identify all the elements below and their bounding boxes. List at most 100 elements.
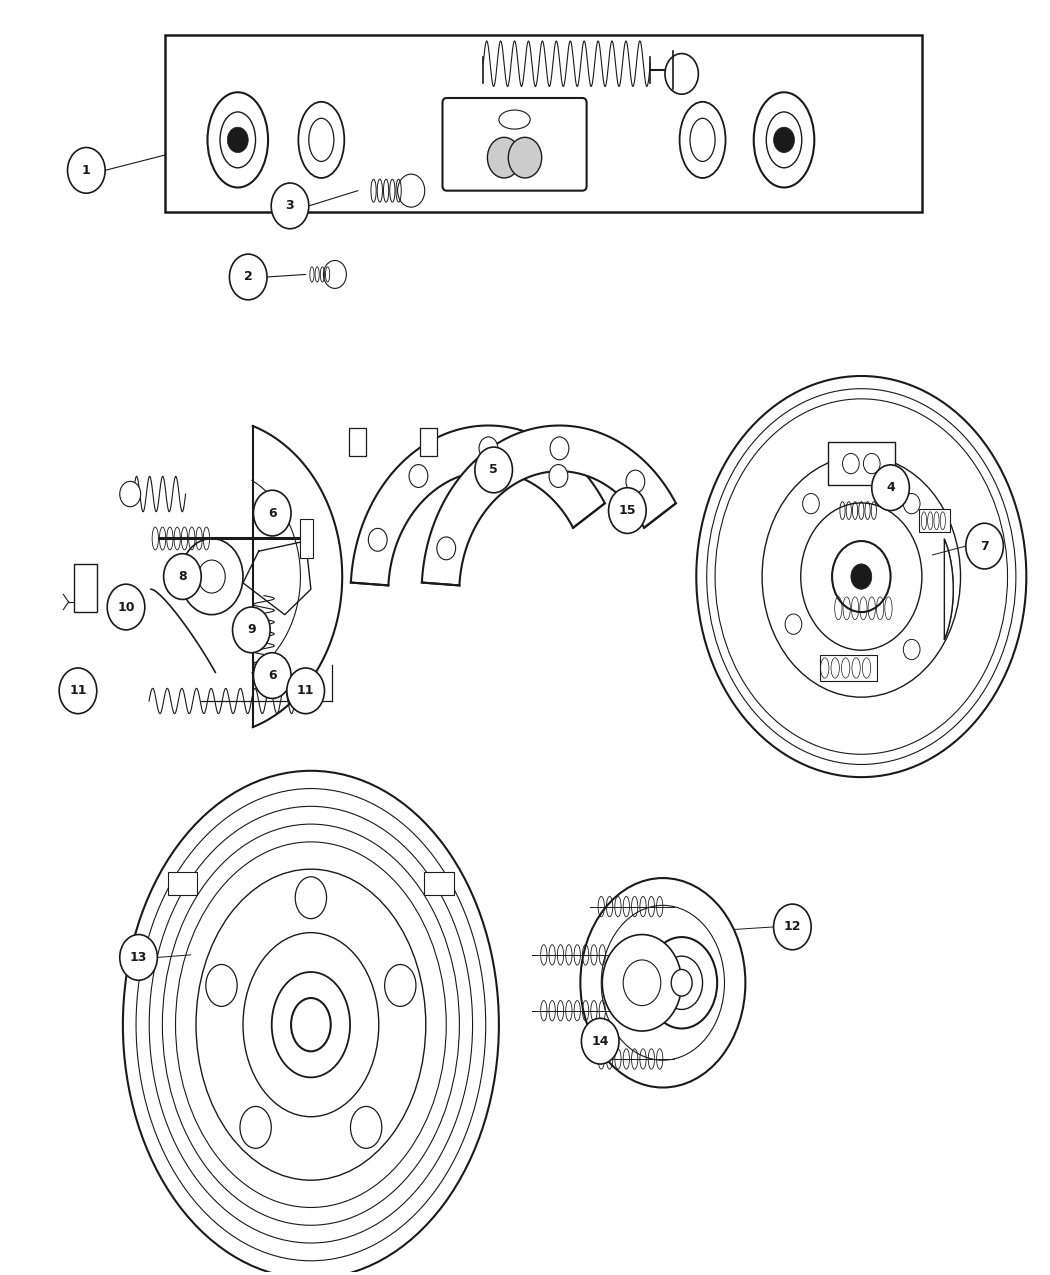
Text: 11: 11 xyxy=(297,685,314,697)
Circle shape xyxy=(863,454,880,474)
Polygon shape xyxy=(351,426,605,585)
Ellipse shape xyxy=(206,964,237,1006)
Circle shape xyxy=(67,148,105,194)
Bar xyxy=(349,428,365,455)
Circle shape xyxy=(181,538,243,615)
Circle shape xyxy=(198,560,226,593)
Circle shape xyxy=(626,470,645,493)
Ellipse shape xyxy=(136,788,486,1261)
Ellipse shape xyxy=(298,102,344,178)
Circle shape xyxy=(323,260,346,288)
Text: 2: 2 xyxy=(244,270,253,283)
Ellipse shape xyxy=(679,102,726,178)
Ellipse shape xyxy=(581,878,746,1088)
Text: 12: 12 xyxy=(783,921,801,933)
Circle shape xyxy=(480,464,499,487)
Circle shape xyxy=(872,465,909,510)
Ellipse shape xyxy=(671,969,692,996)
Ellipse shape xyxy=(384,964,416,1006)
Circle shape xyxy=(475,448,512,492)
Circle shape xyxy=(253,653,291,699)
Ellipse shape xyxy=(754,92,815,187)
Circle shape xyxy=(120,935,158,980)
Circle shape xyxy=(508,138,542,178)
Bar xyxy=(74,564,97,612)
Circle shape xyxy=(398,175,425,207)
Bar xyxy=(300,519,313,557)
Text: 4: 4 xyxy=(886,481,895,495)
Ellipse shape xyxy=(646,937,717,1029)
Text: 5: 5 xyxy=(489,463,498,477)
Circle shape xyxy=(410,464,427,487)
Ellipse shape xyxy=(123,771,499,1275)
Circle shape xyxy=(271,184,309,228)
Ellipse shape xyxy=(243,932,379,1117)
Circle shape xyxy=(437,537,456,560)
Circle shape xyxy=(549,464,568,487)
Text: 11: 11 xyxy=(69,685,87,697)
Circle shape xyxy=(228,128,248,153)
Circle shape xyxy=(696,376,1026,778)
Ellipse shape xyxy=(208,92,268,187)
Text: 8: 8 xyxy=(178,570,187,583)
FancyBboxPatch shape xyxy=(442,98,587,191)
Ellipse shape xyxy=(602,905,724,1061)
Circle shape xyxy=(665,54,698,94)
Ellipse shape xyxy=(149,806,472,1243)
Circle shape xyxy=(369,528,387,551)
Circle shape xyxy=(785,615,802,635)
Bar xyxy=(420,428,437,455)
Circle shape xyxy=(774,904,812,950)
Polygon shape xyxy=(422,426,676,585)
Text: 1: 1 xyxy=(82,164,90,177)
Ellipse shape xyxy=(660,956,702,1010)
Circle shape xyxy=(707,389,1016,765)
Circle shape xyxy=(802,493,819,514)
Bar xyxy=(827,442,895,486)
Circle shape xyxy=(479,437,498,460)
Bar xyxy=(168,872,197,895)
Ellipse shape xyxy=(220,112,255,168)
Ellipse shape xyxy=(309,119,334,162)
Ellipse shape xyxy=(690,119,715,162)
Circle shape xyxy=(550,437,569,460)
Ellipse shape xyxy=(351,1107,382,1149)
Circle shape xyxy=(487,138,521,178)
Bar xyxy=(165,34,922,212)
Bar xyxy=(820,655,877,681)
Ellipse shape xyxy=(272,972,350,1077)
Circle shape xyxy=(164,553,202,599)
Circle shape xyxy=(903,493,920,514)
Ellipse shape xyxy=(291,998,331,1052)
Text: 14: 14 xyxy=(591,1035,609,1048)
Circle shape xyxy=(966,523,1004,569)
Text: 10: 10 xyxy=(118,601,134,613)
Ellipse shape xyxy=(295,877,327,919)
Ellipse shape xyxy=(766,112,802,168)
Circle shape xyxy=(253,491,291,536)
Circle shape xyxy=(903,639,920,659)
Text: 3: 3 xyxy=(286,199,294,213)
Circle shape xyxy=(609,488,646,533)
Ellipse shape xyxy=(163,824,460,1225)
Bar xyxy=(424,872,454,895)
Circle shape xyxy=(842,454,859,474)
Polygon shape xyxy=(944,539,953,639)
Text: 15: 15 xyxy=(618,504,636,518)
Circle shape xyxy=(715,399,1008,755)
Ellipse shape xyxy=(499,110,530,129)
Circle shape xyxy=(232,607,270,653)
Circle shape xyxy=(850,564,871,589)
Bar xyxy=(919,509,950,532)
Circle shape xyxy=(603,935,681,1031)
Text: 7: 7 xyxy=(981,539,989,552)
Circle shape xyxy=(120,482,141,506)
Ellipse shape xyxy=(240,1107,271,1149)
Ellipse shape xyxy=(196,870,426,1181)
Circle shape xyxy=(774,128,795,153)
Circle shape xyxy=(762,456,961,697)
Circle shape xyxy=(582,1019,620,1065)
Text: 6: 6 xyxy=(268,506,276,520)
Circle shape xyxy=(832,541,890,612)
Text: 13: 13 xyxy=(130,951,147,964)
